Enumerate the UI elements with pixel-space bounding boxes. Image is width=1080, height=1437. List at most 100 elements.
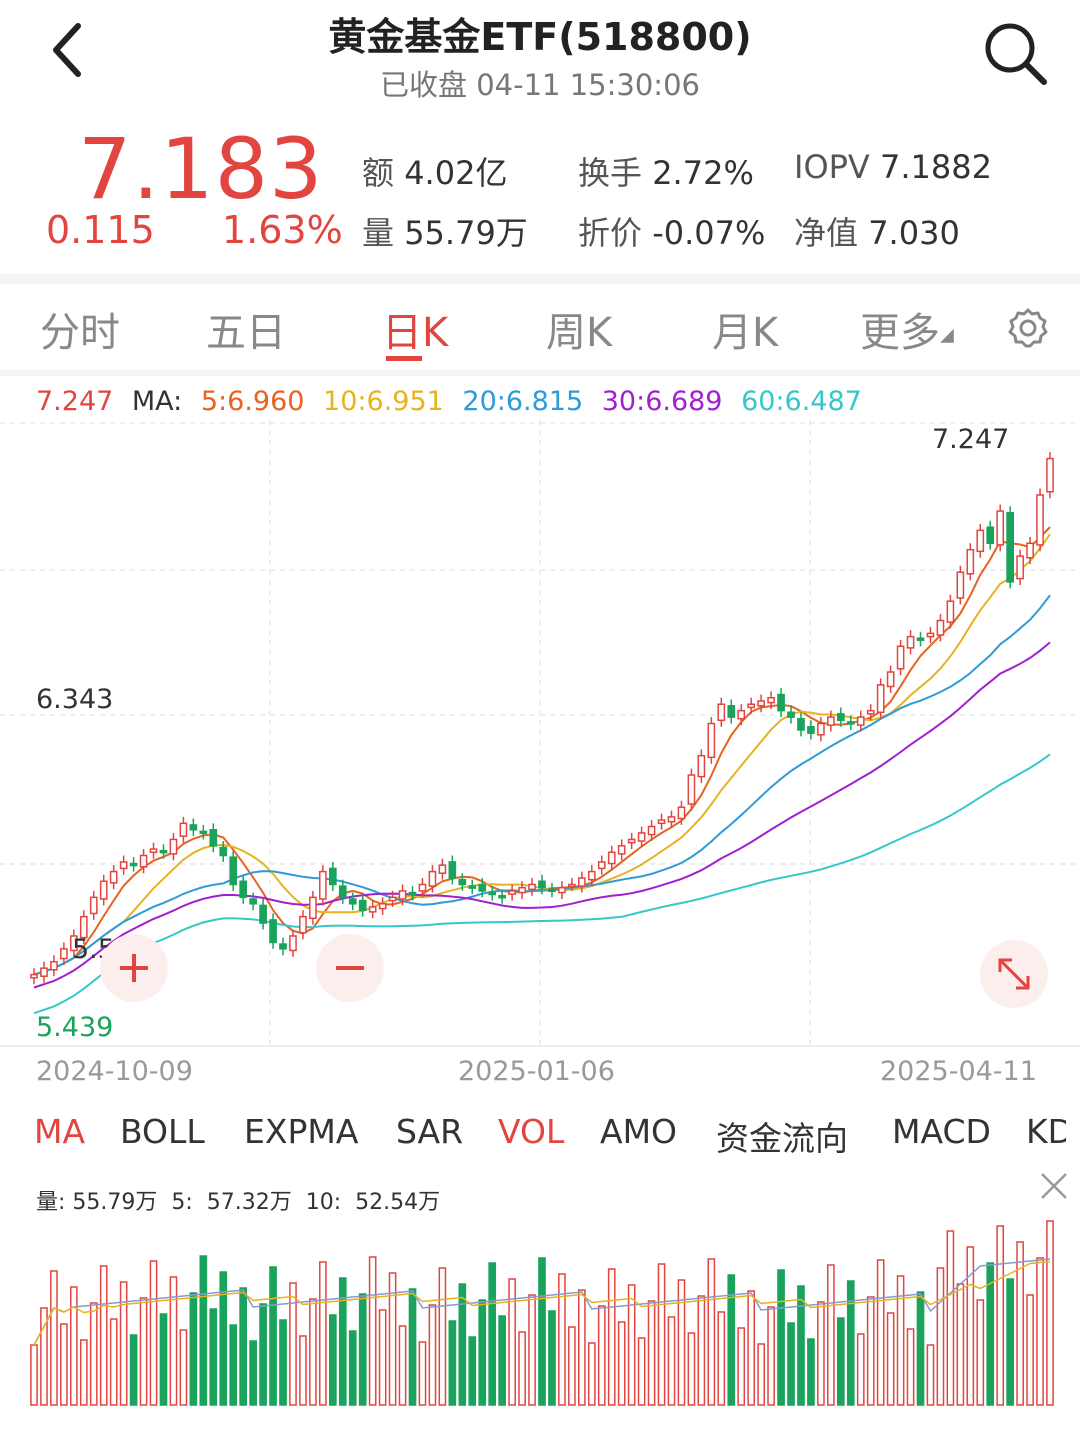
candle — [677, 800, 686, 825]
tab-more[interactable]: 更多◢ — [860, 310, 954, 356]
candle — [40, 961, 48, 983]
volume-bar — [548, 1310, 556, 1406]
indicator-boll[interactable]: BOLL — [120, 1112, 205, 1151]
volume-bar — [936, 1267, 945, 1406]
candle — [747, 697, 756, 714]
candlestick-chart[interactable] — [0, 420, 1080, 1050]
close-icon[interactable] — [1036, 1168, 1072, 1204]
market-status: 已收盘 04-11 15:30:06 — [380, 68, 700, 102]
volume-bar — [807, 1338, 815, 1406]
indicator-amo[interactable]: AMO — [600, 1112, 678, 1151]
volume-bar — [279, 1319, 287, 1406]
volume-bar — [986, 1262, 995, 1406]
zoom-in-button[interactable] — [100, 934, 168, 1002]
indicator-kd[interactable]: KD — [1026, 1112, 1066, 1151]
candle — [60, 942, 68, 965]
indicator-ma[interactable]: MA — [34, 1112, 86, 1151]
volume-bar — [617, 1321, 626, 1406]
indicator-fund-flow[interactable]: 资金流向 — [716, 1119, 848, 1158]
indicator-expma[interactable]: EXPMA — [244, 1112, 359, 1151]
volume-bar — [199, 1255, 208, 1406]
volume-bar — [667, 1316, 676, 1406]
volume-bar — [428, 1304, 437, 1406]
volume-bar — [40, 1307, 48, 1406]
ma30-line — [33, 641, 1051, 989]
candle — [807, 720, 815, 740]
volume-ma5: 57.32万 — [206, 1190, 292, 1215]
tab-weekly-k[interactable]: 周K — [546, 310, 613, 356]
volume-bar — [468, 1336, 477, 1406]
candle — [358, 894, 367, 917]
volume-bar — [916, 1291, 925, 1406]
stat-turnover-amount: 额 4.02亿 — [362, 154, 508, 192]
candle — [99, 874, 108, 906]
volume-bar — [966, 1246, 975, 1406]
candle — [1036, 488, 1044, 552]
volume-bar — [338, 1277, 347, 1406]
tab-intraday[interactable]: 分时 — [40, 310, 120, 356]
candle — [906, 630, 915, 655]
search-icon[interactable] — [980, 18, 1050, 88]
volume-bar — [179, 1329, 188, 1406]
tab-monthly-k[interactable]: 月K — [712, 310, 779, 356]
indicator-macd[interactable]: MACD — [892, 1112, 991, 1151]
volume-bar — [817, 1301, 825, 1406]
volume-bar — [587, 1342, 596, 1406]
candle — [946, 594, 955, 629]
stat-iopv: IOPV 7.1882 — [794, 148, 992, 186]
zoom-out-button[interactable] — [316, 934, 384, 1002]
volume-bar — [996, 1225, 1005, 1406]
candle — [687, 768, 696, 811]
candle — [667, 810, 676, 829]
volume-bar — [558, 1273, 566, 1406]
fullscreen-button[interactable] — [980, 940, 1048, 1008]
volume-bar — [328, 1314, 337, 1406]
volume-bar — [797, 1285, 805, 1406]
volume-bar — [319, 1261, 327, 1406]
candle — [478, 878, 487, 898]
candle — [239, 874, 248, 904]
candle — [348, 892, 357, 911]
candle — [548, 882, 556, 898]
candle — [627, 832, 636, 850]
volume-chart[interactable] — [0, 1205, 1080, 1410]
volume-bar — [846, 1280, 855, 1406]
candle — [408, 886, 417, 901]
volume-bar — [189, 1292, 198, 1406]
candle — [886, 665, 895, 693]
candle — [448, 855, 457, 885]
candle — [787, 705, 795, 724]
indicator-vol[interactable]: VOL — [498, 1112, 565, 1151]
volume-bar — [478, 1299, 487, 1406]
axis-label-bottom: 5.439 — [36, 1012, 114, 1043]
back-chevron-icon[interactable] — [40, 20, 100, 80]
candle — [179, 816, 188, 843]
volume-bar — [259, 1303, 267, 1406]
volume-bar — [787, 1322, 795, 1406]
tab-daily-k[interactable]: 日K — [382, 310, 449, 356]
volume-bar — [119, 1281, 128, 1406]
candle — [1026, 536, 1034, 565]
volume-bar — [767, 1306, 775, 1406]
candle — [846, 715, 855, 730]
candle — [30, 968, 38, 985]
candle — [856, 710, 865, 732]
tab-five-day[interactable]: 五日 — [206, 310, 286, 356]
candle — [896, 639, 905, 676]
volume-bar — [358, 1293, 367, 1406]
volume-bar — [1006, 1278, 1014, 1406]
stat-nav: 净值 7.030 — [794, 214, 960, 252]
volume-bar — [717, 1311, 726, 1406]
volume-bar — [677, 1279, 686, 1406]
volume-bar — [727, 1274, 736, 1406]
candle — [428, 865, 437, 893]
indicator-sar[interactable]: SAR — [396, 1112, 464, 1151]
tabs-divider — [0, 370, 1080, 376]
candle — [378, 897, 387, 916]
gear-icon[interactable] — [1006, 306, 1050, 350]
volume-bar — [348, 1330, 357, 1406]
volume-bar — [827, 1264, 835, 1406]
candle — [986, 520, 995, 550]
volume-bar — [697, 1295, 706, 1406]
ma10-value: 10:6.951 — [323, 386, 444, 417]
